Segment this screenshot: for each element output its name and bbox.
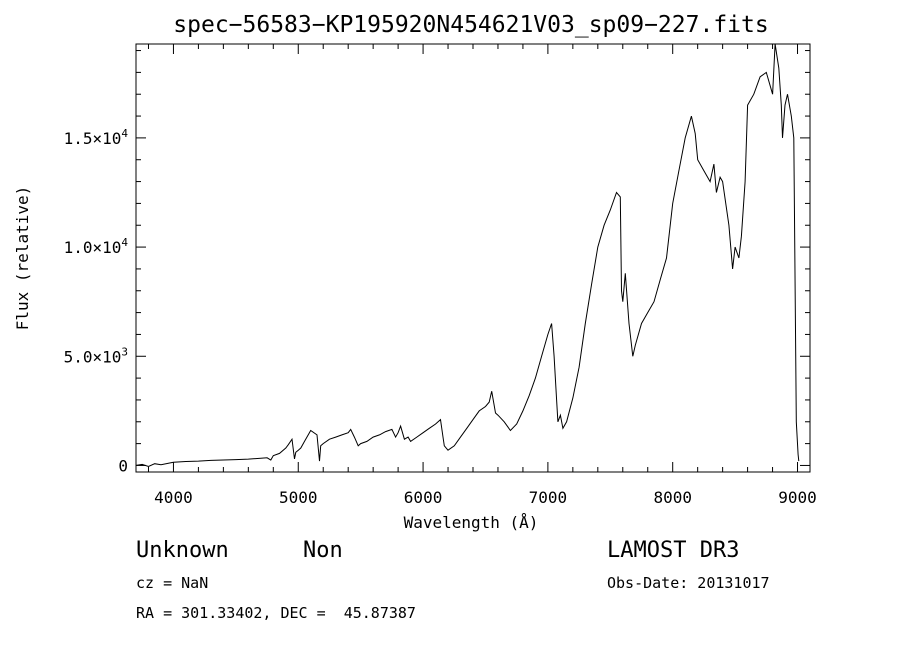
axis-ticks: [136, 44, 810, 472]
object-subclass: Non: [303, 538, 343, 563]
y-tick-label: 0: [118, 456, 128, 475]
chart-title: spec−56583−KP195920N454621V03_sp09−227.f…: [173, 12, 768, 38]
x-tick-label: 8000: [653, 488, 692, 507]
object-class: Unknown: [136, 538, 229, 563]
y-axis-label: Flux (relative): [13, 186, 32, 331]
redshift-cz: cz = NaN: [136, 574, 209, 592]
x-tick-label: 9000: [778, 488, 817, 507]
survey-release: LAMOST DR3: [607, 538, 740, 563]
x-tick-label: 4000: [154, 488, 193, 507]
y-tick-label: 1.0×104: [64, 236, 129, 257]
y-tick-label: 5.0×103: [64, 345, 128, 366]
observation-date: Obs-Date: 20131017: [607, 574, 770, 592]
x-tick-label: 6000: [404, 488, 443, 507]
x-tick-label: 5000: [279, 488, 318, 507]
ra-dec-coordinates: RA = 301.33402, DEC = 45.87387: [136, 604, 416, 622]
x-tick-label: 7000: [529, 488, 568, 507]
plot-frame: [135, 43, 811, 473]
flux-series-line: [135, 43, 800, 468]
x-axis-label: Wavelength (Å): [404, 513, 539, 532]
y-tick-label: 1.5×104: [64, 127, 129, 148]
axis-tick-labels: 4000 5000 6000 7000 8000 9000 0 5.0×103 1.0×104 1…: [64, 127, 817, 507]
